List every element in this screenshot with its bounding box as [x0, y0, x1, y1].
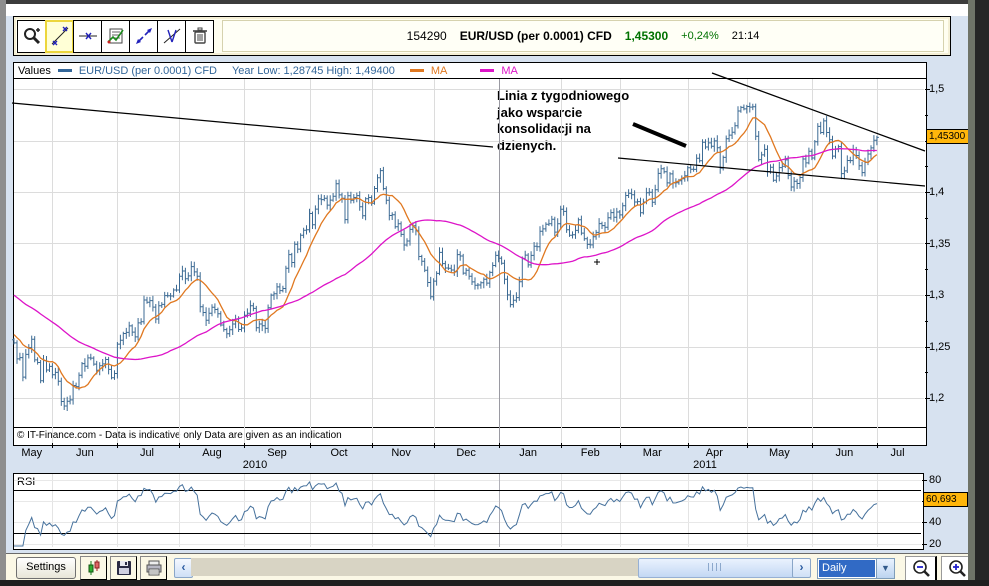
trendline-tool-icon	[50, 26, 70, 46]
window-frame-bottom	[0, 580, 989, 586]
x-axis-month-label: Jun	[76, 447, 94, 459]
x-axis-month-label: Jul	[139, 447, 154, 459]
ma-slow-swatch	[480, 69, 495, 72]
printer-icon	[145, 559, 163, 577]
zoom-tool-icon	[22, 26, 42, 46]
settings-button[interactable]: Settings	[16, 557, 76, 579]
x-axis-month-label: Oct	[330, 447, 348, 459]
indicator-list-tool-button[interactable]	[101, 19, 130, 53]
trendline-tool-button[interactable]	[45, 19, 74, 53]
price-axis-label: 1,3	[929, 289, 945, 301]
legend-values-label: Values	[18, 64, 51, 77]
horizontal-line-tool-icon	[78, 26, 98, 46]
chart-plot-area[interactable]	[13, 79, 925, 443]
x-axis-month-label: Mar	[642, 447, 662, 459]
horizontal-line-tool-button[interactable]	[73, 19, 102, 53]
x-axis-month-label: Jun	[835, 447, 854, 459]
interval-selected-value: Daily	[819, 560, 875, 577]
scrollbar-thumb-grip	[708, 563, 722, 571]
rsi-label: RSI	[17, 476, 36, 488]
scroll-right-button[interactable]: ›	[792, 558, 811, 578]
price-axis-label: 1,25	[929, 340, 951, 353]
x-axis-year-label: 2010	[242, 459, 268, 471]
drawing-toolbar: 154290 EUR/USD (per 0.0001) CFD 1,45300 …	[13, 16, 951, 56]
rsi-value-marker: 60,693	[923, 492, 968, 508]
zoom-out-button[interactable]	[905, 556, 937, 582]
scrollbar-track[interactable]	[191, 558, 638, 576]
window-top-strip	[6, 4, 968, 16]
trash-tool-button[interactable]	[185, 19, 214, 53]
rsi-axis-label: 40	[929, 516, 942, 529]
ma-fast-swatch	[409, 69, 424, 72]
zoom-out-icon	[910, 559, 932, 579]
x-axis-month-label: Feb	[580, 447, 600, 459]
ma-slow-label: MA	[501, 64, 518, 77]
x-axis-month-label: May	[768, 447, 790, 459]
price-axis-label: 1,5	[929, 83, 945, 95]
legend-symbol: EUR/USD (per 0.0001) CFD	[78, 64, 217, 77]
x-axis-month-label: Dec	[456, 447, 476, 459]
price-change-percent: +0,24%	[681, 30, 719, 42]
ma-fast-label: MA	[430, 64, 448, 77]
price-axis-label: 1,35	[929, 237, 951, 250]
chart-type-button[interactable]	[80, 556, 107, 580]
rsi-axis-label: 20	[929, 537, 942, 550]
x-axis-month-label: Apr	[705, 447, 723, 459]
price-axis-label: 1,2	[929, 392, 945, 404]
window-frame-left	[0, 0, 6, 586]
x-axis-month-label: Jul	[890, 447, 905, 459]
delete-line-tool-button[interactable]	[157, 19, 186, 53]
x-axis-month-label: Nov	[391, 447, 411, 459]
candlestick-chart-icon	[85, 559, 103, 577]
trash-tool-icon	[190, 26, 210, 46]
last-price-marker: 1,45300	[926, 129, 969, 145]
tool-button-group	[17, 19, 214, 53]
x-axis-month-label: May	[21, 447, 43, 459]
save-floppy-icon	[115, 559, 133, 577]
indicator-list-tool-icon	[106, 26, 126, 46]
interval-dropdown[interactable]: Daily ▼	[817, 558, 895, 579]
x-axis-month-label: Jan	[519, 447, 538, 459]
window-frame-right	[968, 0, 989, 586]
rsi-indicator-panel[interactable]	[13, 473, 924, 550]
x-axis-month-label: Sep	[267, 447, 287, 459]
price-axis-label: 1,4	[929, 186, 945, 198]
x-axis-month-label: Aug	[202, 447, 222, 459]
extend-line-tool-button[interactable]	[129, 19, 158, 53]
chart-legend: Values EUR/USD (per 0.0001) CFD Year Low…	[14, 63, 926, 79]
instrument-id: 154290	[406, 29, 447, 43]
save-button[interactable]	[110, 556, 137, 580]
rsi-axis-label: 80	[929, 473, 942, 486]
quote-strip: 154290 EUR/USD (per 0.0001) CFD 1,45300 …	[222, 20, 944, 52]
zoom-in-icon	[946, 559, 968, 579]
zoom-tool-button[interactable]	[17, 19, 46, 53]
quote-time: 21:14	[731, 30, 760, 42]
legend-year-range: Year Low: 1,28745 High: 1,49400	[231, 64, 395, 77]
print-button[interactable]	[140, 556, 167, 580]
chart-annotation-text: Linia z tygodniowego jako wsparcie konso…	[497, 88, 630, 153]
scroll-left-button[interactable]: ‹	[174, 558, 193, 578]
last-price: 1,45300	[624, 29, 669, 43]
chevron-down-icon[interactable]: ▼	[876, 559, 894, 578]
window-frame-top	[0, 0, 989, 4]
instrument-symbol: EUR/USD (per 0.0001) CFD	[459, 29, 612, 43]
delete-line-tool-icon	[162, 26, 182, 46]
extend-line-tool-icon	[134, 26, 154, 46]
x-axis-year-label: 2011	[693, 459, 717, 471]
price-series-swatch	[57, 69, 72, 72]
